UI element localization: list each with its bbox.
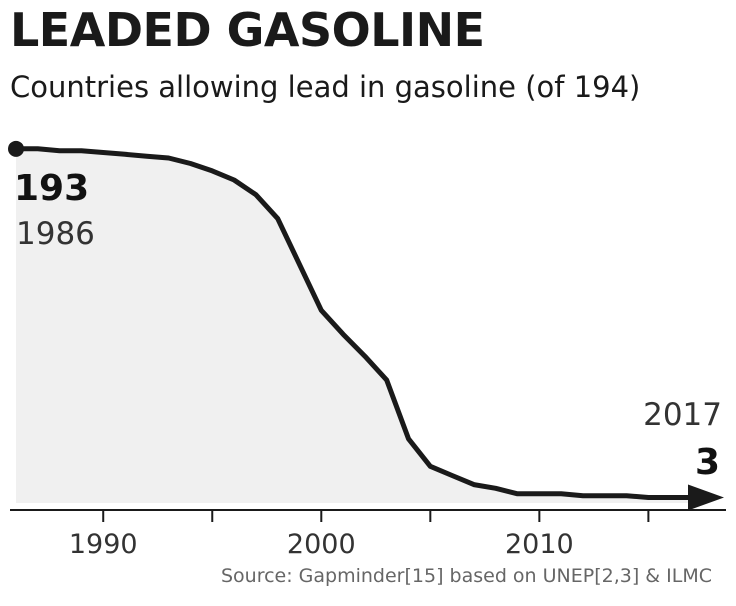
start-point-marker [8,140,24,157]
end-value-label: 3 [695,442,720,483]
x-tick-label-2000: 2000 [287,529,356,560]
area-fill [16,148,692,504]
x-axis-ticks: 1990 2000 2010 [69,510,650,560]
chart-title: LEADED GASOLINE [10,3,485,57]
x-tick-label-1990: 1990 [69,529,138,560]
end-arrow-head [688,484,724,511]
source-note: Source: Gapminder[15] based on UNEP[2,3]… [220,565,712,587]
chart-subtitle: Countries allowing lead in gasoline (of … [10,70,641,104]
start-value-label: 193 [14,168,89,209]
start-year-label: 1986 [16,216,95,252]
series-line [13,146,695,500]
x-tick-label-2010: 2010 [505,529,574,560]
end-year-label: 2017 [643,397,722,433]
